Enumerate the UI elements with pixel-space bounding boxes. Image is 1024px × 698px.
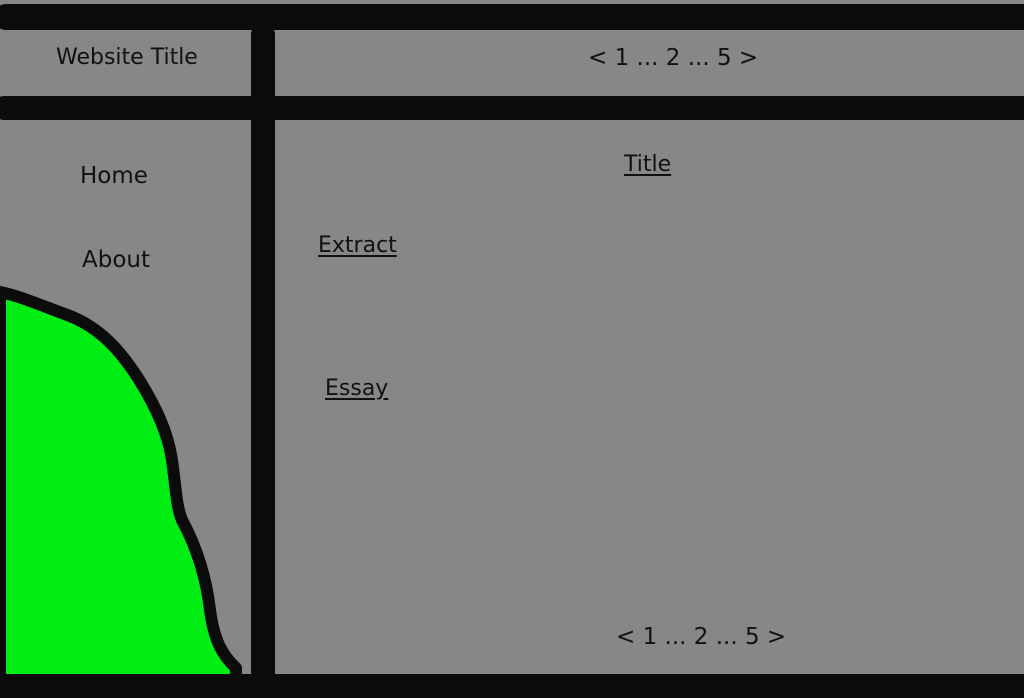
post-title-link[interactable]: Title	[624, 152, 672, 177]
site-title[interactable]: Website Title	[56, 45, 198, 70]
pagination-bottom[interactable]: < 1 ... 2 ... 5 >	[616, 624, 787, 650]
pagination-top[interactable]: < 1 ... 2 ... 5 >	[588, 45, 759, 71]
sidebar-item-home[interactable]: Home	[80, 163, 148, 189]
top-border	[0, 4, 1024, 30]
sidebar-divider	[251, 26, 275, 698]
bottom-border	[0, 674, 1024, 698]
sidebar-item-about[interactable]: About	[82, 247, 151, 273]
extract-link[interactable]: Extract	[318, 233, 397, 258]
essay-link[interactable]: Essay	[325, 376, 389, 401]
header-divider	[0, 96, 1024, 120]
